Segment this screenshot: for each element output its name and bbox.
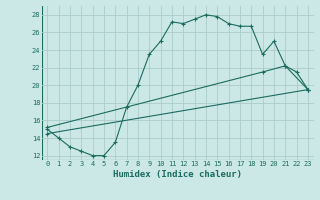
X-axis label: Humidex (Indice chaleur): Humidex (Indice chaleur) xyxy=(113,170,242,179)
